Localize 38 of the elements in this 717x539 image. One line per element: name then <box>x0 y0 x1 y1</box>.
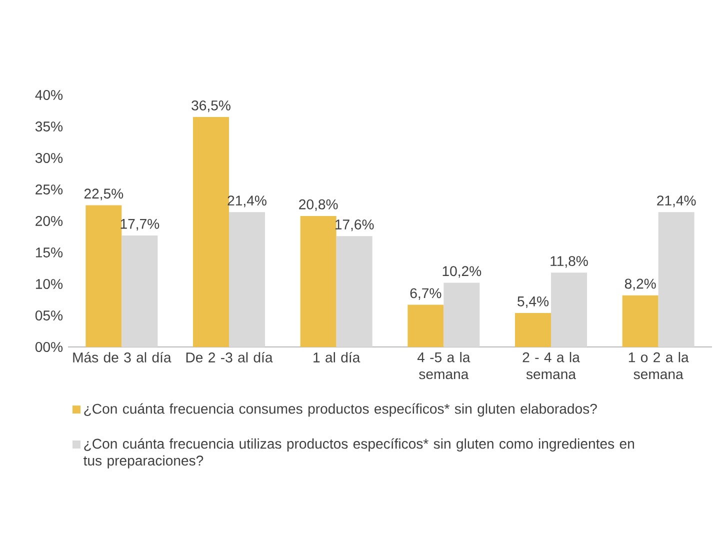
legend-label: ¿Con cuánta frecuencia consumes productos específicos* sin gluten elaborados? <box>84 403 597 417</box>
data-label: 8,2% <box>624 278 656 290</box>
bar <box>444 282 480 347</box>
data-label: 11,8% <box>550 256 588 268</box>
x-tick-label: Más de 3 al día <box>73 352 172 362</box>
bar <box>658 212 694 347</box>
x-tick-label: 1 o 2 a la semana <box>628 352 689 380</box>
y-tick-label: 00% <box>35 342 63 352</box>
y-tick-label: 40% <box>35 90 63 100</box>
data-label: 21,4% <box>657 196 696 208</box>
x-tick-label: 1 al día <box>314 352 360 362</box>
y-tick-label: 30% <box>35 153 63 163</box>
x-tick-label: 4 -5 a la semana <box>417 352 470 380</box>
data-label: 5,4% <box>518 296 549 308</box>
bar <box>300 216 336 347</box>
bar <box>229 212 266 347</box>
data-label: 10,2% <box>442 266 482 278</box>
data-label: 6,7% <box>410 288 442 300</box>
y-tick-label: 25% <box>36 184 63 194</box>
bar <box>336 236 372 347</box>
x-tick-label: 2 - 4 a la semana <box>522 352 580 380</box>
bar <box>408 304 444 347</box>
y-tick-label: 20% <box>36 216 63 226</box>
data-label: 20,8% <box>299 199 338 212</box>
x-tick-label: De 2 -3 al día <box>186 352 273 362</box>
bar <box>86 205 122 347</box>
y-tick-label: 35% <box>35 122 63 132</box>
legend-label: ¿Con cuánta frecuencia utilizas productos específicos* sin gluten como ingredientes en tus preparaciones? <box>84 438 634 468</box>
bar <box>122 235 158 347</box>
y-tick-label: 15% <box>36 248 63 258</box>
y-tick-label: 10% <box>36 279 63 289</box>
bar <box>515 312 551 347</box>
bar <box>193 117 230 347</box>
data-label: 36,5% <box>192 100 230 112</box>
y-tick-label: 05% <box>35 310 63 320</box>
data-label: 22,5% <box>84 188 124 200</box>
bar <box>622 295 658 347</box>
bar <box>551 272 587 347</box>
